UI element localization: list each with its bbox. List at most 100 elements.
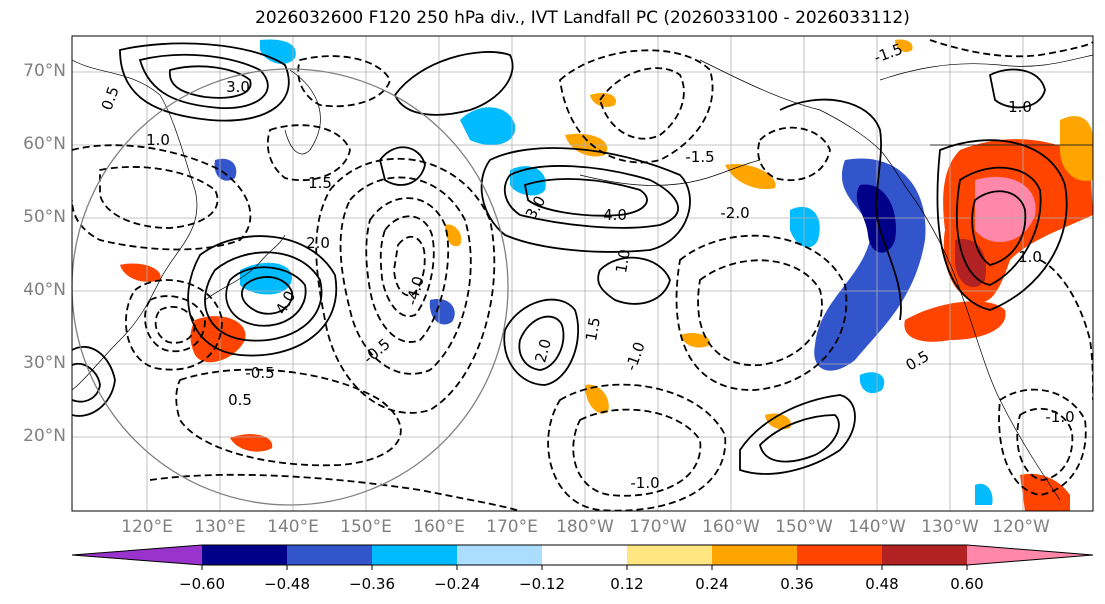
lon-label: 140°W — [848, 517, 906, 537]
contour-line — [929, 39, 1093, 58]
negative-shading — [510, 166, 546, 196]
lat-label: 30°N — [23, 353, 66, 373]
contour-line — [187, 235, 338, 357]
lat-label: 20°N — [23, 426, 66, 446]
lat-label: 50°N — [23, 207, 66, 227]
contour-label: -1.0 — [1045, 408, 1074, 426]
colorbar-segment — [372, 545, 457, 565]
coastline-alaska — [699, 59, 916, 201]
lon-label: 170°W — [629, 517, 687, 537]
contour-line — [988, 68, 1046, 109]
contour-line — [297, 55, 391, 108]
contour-label: 2.0 — [306, 234, 330, 252]
positive-shading — [895, 39, 913, 52]
lon-label: 120°W — [992, 517, 1050, 537]
contour-line — [547, 383, 726, 511]
contour-line — [971, 190, 1027, 266]
colorbar-segment — [72, 545, 202, 565]
contour-line — [697, 259, 823, 367]
colorbar-tick-label: 0.24 — [695, 575, 729, 593]
lon-label: 160°W — [702, 517, 760, 537]
lon-label: 130°W — [921, 517, 979, 537]
lon-label: 180°W — [556, 517, 614, 537]
contour-line — [757, 126, 831, 182]
contour-line — [956, 166, 1042, 286]
positive-shading — [765, 413, 791, 430]
colorbar-segment — [797, 545, 882, 565]
negative-contours — [72, 39, 1093, 511]
contour-label: -2.0 — [720, 204, 749, 222]
negative-shading — [460, 107, 516, 145]
positive-shading — [585, 384, 609, 414]
positive-shading — [445, 224, 462, 247]
contour-line — [72, 144, 252, 251]
shading-layer — [120, 39, 1093, 511]
positive-shading — [680, 333, 711, 348]
map-background — [72, 36, 1093, 511]
contour-line — [241, 276, 293, 315]
lat-label: 70°N — [23, 61, 66, 81]
colorbar-ticks — [201, 565, 968, 570]
coastline-arctic — [879, 54, 1093, 81]
negative-shading — [429, 299, 455, 325]
colorbar-segment — [882, 545, 967, 565]
colorbar-segment — [457, 545, 542, 565]
contour-line — [125, 279, 223, 371]
colorbar-tick-label: 0.12 — [610, 575, 644, 593]
contour-line — [779, 98, 902, 321]
contour-line — [936, 139, 1068, 311]
contour-label: 0.5 — [228, 391, 252, 409]
coastline-aleutians — [579, 159, 761, 186]
positive-shading — [904, 301, 1006, 342]
colorbar-tick-label: −0.24 — [434, 575, 480, 593]
colorbar-segment — [627, 545, 712, 565]
chart-title: 2026032600 F120 250 hPa div., IVT Landfa… — [255, 8, 910, 28]
positive-contours — [72, 42, 1068, 475]
contour-line — [365, 197, 450, 343]
contour-line — [315, 157, 496, 414]
contour-label: 1.5 — [582, 316, 604, 343]
lat-label: 60°N — [23, 134, 66, 154]
contour-line — [119, 42, 290, 122]
lat-label: 40°N — [23, 280, 66, 300]
contour-line — [759, 414, 840, 463]
negative-shading — [814, 158, 926, 371]
positive-shading — [1060, 116, 1093, 181]
contour-line — [523, 178, 648, 217]
contour-line — [72, 362, 101, 403]
positive-shading — [1020, 473, 1070, 511]
contour-line — [175, 368, 402, 467]
contour-line — [144, 295, 206, 353]
contour-line — [739, 394, 856, 475]
contour-line — [72, 345, 116, 417]
contour-label: 2.0 — [531, 337, 555, 365]
positive-shading — [590, 93, 616, 107]
contour-label: 1.5 — [308, 174, 332, 192]
lon-label: 170°E — [486, 517, 538, 537]
colorbar-tick-label: 0.36 — [780, 575, 814, 593]
contour-line — [559, 49, 714, 164]
contour-label: -1.5 — [685, 148, 714, 166]
contour-line — [518, 315, 565, 371]
positive-shading — [725, 164, 776, 190]
contour-line — [225, 266, 307, 327]
colorbar-segment — [287, 545, 372, 565]
contour-line — [379, 146, 426, 186]
contour-line — [149, 473, 521, 511]
colorbar-tick-label: −0.12 — [519, 575, 565, 593]
positive-shading — [230, 434, 273, 452]
contour-line — [599, 67, 685, 140]
contour-line — [503, 165, 679, 229]
colorbar-segment — [202, 545, 287, 565]
coastline-japan — [204, 234, 286, 301]
positive-shading — [120, 263, 161, 282]
coastline-kamchatka — [284, 69, 321, 155]
contour-label: 1.0 — [146, 131, 170, 149]
contour-line — [99, 166, 219, 229]
contour-label: -1.0 — [630, 474, 659, 492]
contour-label: 1.0 — [1008, 98, 1032, 116]
lon-label: 140°E — [267, 517, 319, 537]
colorbar-tick-label: 0.60 — [950, 575, 984, 593]
contour-line — [339, 176, 472, 375]
